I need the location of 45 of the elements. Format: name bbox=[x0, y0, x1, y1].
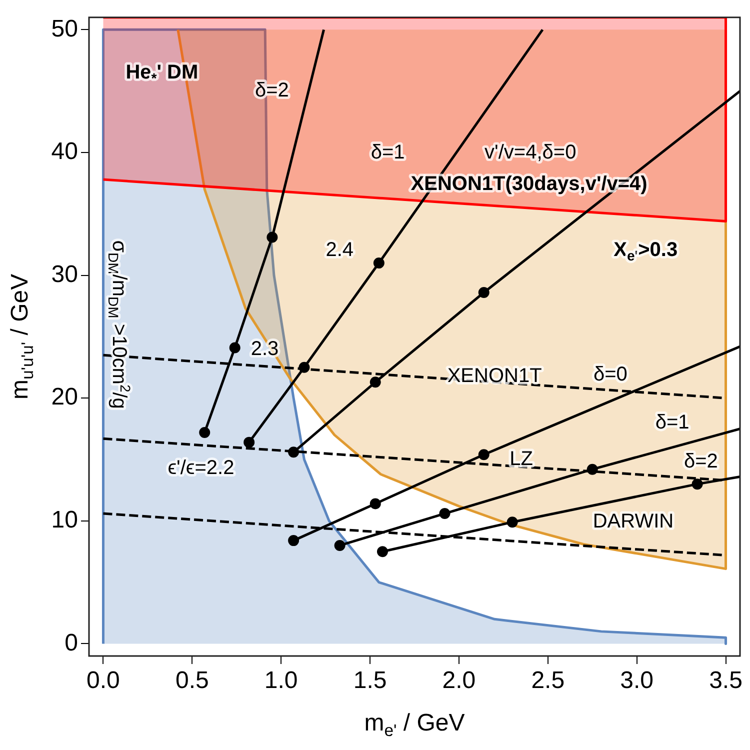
point bbox=[288, 446, 300, 458]
y-tick-label: 40 bbox=[51, 138, 78, 166]
point bbox=[478, 286, 490, 298]
point bbox=[439, 508, 450, 520]
point bbox=[298, 362, 310, 373]
x-tick-label: 1.0 bbox=[264, 667, 298, 694]
x-tick-label: 3.0 bbox=[620, 667, 654, 694]
point bbox=[692, 478, 703, 490]
y-tick-label: 10 bbox=[51, 506, 78, 534]
point bbox=[478, 449, 490, 460]
point bbox=[266, 232, 278, 243]
y-tick-label: 50 bbox=[51, 15, 78, 42]
annotation: DARWIN bbox=[592, 510, 674, 532]
y-axis-title: mu'u'u' / GeV bbox=[6, 274, 37, 400]
annotation: δ=1 bbox=[370, 141, 405, 164]
annotation: XENON1T bbox=[447, 364, 542, 387]
x-tick-label: 1.5 bbox=[353, 667, 387, 694]
x-tick-label: 2.0 bbox=[442, 667, 476, 694]
point bbox=[586, 464, 598, 475]
point bbox=[229, 342, 240, 354]
point bbox=[334, 540, 346, 551]
annotation: LZ bbox=[510, 448, 533, 470]
y-tick-label: 0 bbox=[64, 629, 78, 656]
annotation: v'/v=4,δ=0 bbox=[484, 141, 576, 164]
annotation: δ=2 bbox=[684, 450, 718, 472]
y-tick-label: 20 bbox=[51, 384, 78, 411]
x-tick-label: 3.5 bbox=[709, 667, 742, 694]
point bbox=[288, 535, 300, 546]
point bbox=[370, 376, 381, 388]
annotation: 2.4 bbox=[326, 239, 354, 262]
point bbox=[244, 436, 255, 448]
annotation: δ=0 bbox=[593, 364, 628, 386]
point bbox=[370, 498, 381, 510]
annotation: σDM/mDM >10cm2/g bbox=[105, 240, 134, 409]
point bbox=[373, 258, 384, 269]
x-tick-label: 0.0 bbox=[86, 667, 120, 694]
annotation: δ=1 bbox=[655, 411, 690, 434]
point bbox=[199, 426, 210, 438]
x-tick-label: 0.5 bbox=[175, 667, 209, 694]
point bbox=[506, 516, 518, 528]
y-tick-label: 30 bbox=[51, 260, 78, 288]
point bbox=[376, 546, 388, 558]
annotation: ϵ'/ϵ=2.2 bbox=[168, 456, 234, 479]
annotation: δ=2 bbox=[254, 79, 289, 102]
x-tick-label: 2.5 bbox=[531, 667, 565, 694]
